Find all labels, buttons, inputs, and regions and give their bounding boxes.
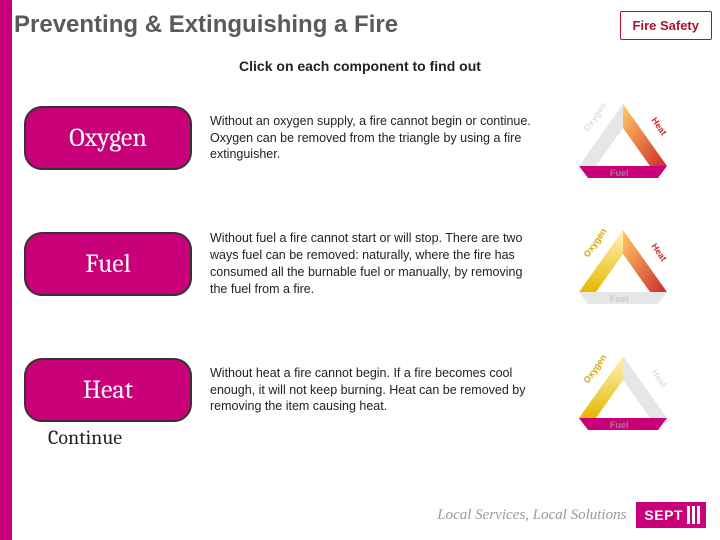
header: Preventing & Extinguishing a Fire Fire S…	[14, 6, 712, 44]
logo-text: SEPT	[644, 507, 683, 523]
heat-description: Without heat a fire cannot begin. If a f…	[210, 365, 540, 416]
fuel-triangle: Oxygen Heat Fuel	[558, 218, 688, 310]
svg-text:Oxygen: Oxygen	[581, 226, 608, 259]
svg-text:Oxygen: Oxygen	[581, 352, 608, 385]
heat-triangle: Oxygen Heat Fuel	[558, 344, 688, 436]
component-row-oxygen: Oxygen Without an oxygen supply, a fire …	[24, 92, 704, 184]
fuel-label: Fuel	[85, 249, 131, 279]
svg-text:Oxygen: Oxygen	[581, 100, 608, 133]
svg-text:Heat: Heat	[649, 115, 668, 137]
component-list: Oxygen Without an oxygen supply, a fire …	[24, 92, 704, 470]
svg-text:Fuel: Fuel	[610, 294, 629, 304]
logo-stripes-icon	[687, 506, 700, 524]
svg-text:Fuel: Fuel	[610, 420, 629, 430]
footer: Local Services, Local Solutions SEPT	[437, 502, 706, 528]
page-title: Preventing & Extinguishing a Fire	[14, 11, 620, 39]
continue-label: Continue	[48, 426, 122, 449]
svg-text:Fuel: Fuel	[610, 168, 629, 178]
component-row-fuel: Fuel Without fuel a fire cannot start or…	[24, 218, 704, 310]
fuel-button[interactable]: Fuel	[24, 232, 192, 296]
brand-stripe	[0, 0, 12, 540]
instruction-text: Click on each component to find out	[0, 58, 720, 74]
oxygen-button[interactable]: Oxygen	[24, 106, 192, 170]
continue-button[interactable]: Continue	[48, 426, 122, 449]
footer-tagline: Local Services, Local Solutions	[437, 507, 626, 524]
component-row-heat: Heat Without heat a fire cannot begin. I…	[24, 344, 704, 436]
oxygen-triangle: Oxygen Heat Fuel	[558, 92, 688, 184]
svg-text:Heat: Heat	[649, 241, 668, 263]
sept-logo: SEPT	[636, 502, 706, 528]
category-badge: Fire Safety	[620, 11, 712, 40]
oxygen-label: Oxygen	[69, 123, 147, 153]
fuel-description: Without fuel a fire cannot start or will…	[210, 230, 540, 298]
heat-button[interactable]: Heat	[24, 358, 192, 422]
svg-text:Heat: Heat	[649, 367, 668, 389]
oxygen-description: Without an oxygen supply, a fire cannot …	[210, 113, 540, 164]
heat-label: Heat	[83, 375, 133, 405]
